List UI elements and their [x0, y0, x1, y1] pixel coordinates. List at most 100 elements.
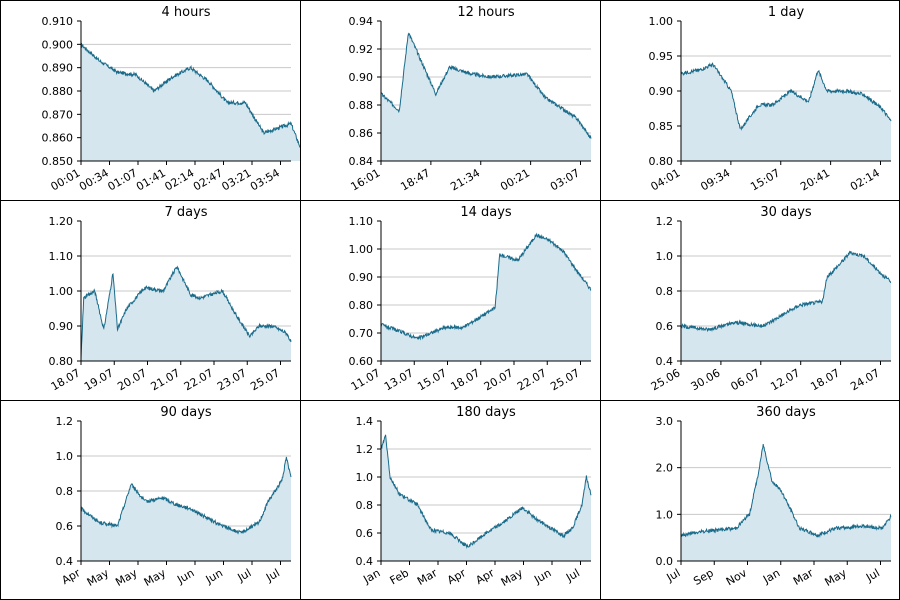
x-tick-label: 21:34: [448, 166, 482, 193]
y-tick-label: 0.60: [349, 355, 374, 368]
chart-title: 360 days: [756, 405, 816, 420]
x-tick-label: 02:14: [163, 166, 197, 193]
x-tick-label: 09:34: [698, 166, 732, 193]
x-tick-label: 25.07: [248, 366, 282, 393]
x-tick-label: 02:14: [848, 166, 882, 193]
chart-panel: 14 days 1.10 1.00 0.90 0.80 0.70 0.60 11.07 13.0…: [300, 200, 601, 401]
y-tick-label: 3.0: [656, 415, 674, 428]
x-tick-label: 03:54: [248, 166, 282, 193]
chart-panel: 4 hours 0.910 0.900 0.890 0.880 0.870 0.860 0.8…: [0, 0, 301, 201]
x-tick-label: Jan: [360, 566, 382, 586]
y-tick-label: 0.90: [49, 320, 74, 333]
y-tick-label: 0.80: [49, 355, 74, 368]
y-tick-label: 0.900: [42, 38, 74, 51]
y-tick-label: 0.88: [349, 99, 374, 112]
y-tick-label: 0.880: [42, 85, 74, 98]
y-tick-label: 0.870: [42, 108, 74, 121]
x-tick-label: 16:01: [349, 166, 383, 193]
y-tick-label: 0.6: [56, 520, 74, 533]
y-tick-label: 1.00: [49, 285, 74, 298]
y-tick-label: 1.0: [656, 508, 674, 521]
y-tick-label: 0.910: [42, 15, 74, 28]
x-tick-label: May: [499, 566, 526, 589]
series-line: [80, 456, 292, 535]
x-tick-label: 18.07: [808, 366, 842, 393]
y-tick-label: 0.890: [42, 62, 74, 75]
series-area: [381, 234, 591, 361]
x-tick-label: 22.07: [182, 366, 216, 393]
y-tick-label: 1.2: [656, 215, 674, 228]
y-tick-label: 0.84: [349, 155, 374, 168]
y-tick-label: 1.10: [49, 250, 74, 263]
y-tick-label: 0.70: [349, 327, 374, 340]
chart-panel: 360 days 3.0 2.0 1.0 0.0 Jul Sep Nov Jan Mar May Ju…: [600, 400, 900, 600]
series-area: [681, 444, 891, 561]
x-tick-label: 00:34: [77, 166, 111, 193]
y-tick-label: 0.92: [349, 43, 374, 56]
series-line: [380, 232, 592, 341]
x-tick-label: 04:01: [649, 166, 683, 193]
y-tick-label: 0.6: [356, 527, 374, 540]
x-tick-label: Apr: [445, 566, 468, 587]
x-tick-label: 20.07: [482, 366, 516, 393]
chart-svg: 30 days 1.2 1.0 0.8 0.6 0.425.06 30.06 06.07 12.…: [649, 205, 892, 393]
y-tick-label: 0.4: [656, 355, 674, 368]
y-tick-label: 0.8: [56, 485, 74, 498]
x-tick-label: Feb: [388, 566, 411, 587]
x-tick-label: May: [823, 566, 850, 589]
series-line: [680, 62, 892, 131]
x-tick-label: Jul: [863, 566, 882, 584]
y-tick-label: 1.0: [56, 450, 74, 463]
chart-panel: 90 days 1.2 1.0 0.8 0.6 0.4 Apr May May May Jun Jun…: [0, 400, 301, 600]
y-tick-label: 0.90: [349, 271, 374, 284]
y-tick-label: 0.86: [349, 127, 374, 140]
x-tick-label: 24.07: [848, 366, 882, 393]
x-tick-label: 30.06: [689, 366, 723, 393]
y-tick-label: 0.860: [42, 132, 74, 145]
x-tick-label: 01:41: [134, 166, 168, 193]
y-tick-label: 0.8: [656, 285, 674, 298]
x-tick-label: 02:47: [191, 166, 225, 193]
y-tick-label: 1.4: [356, 415, 374, 428]
x-tick-label: Jan: [760, 566, 782, 586]
x-tick-label: Jul: [235, 566, 254, 584]
chart-title: 4 hours: [162, 5, 211, 20]
chart-panel: 180 days 1.4 1.2 1.0 0.8 0.6 0.4 Jan Feb Mar Apr Ap…: [300, 400, 601, 600]
x-tick-label: 20.07: [115, 366, 149, 393]
x-tick-label: 25.07: [548, 366, 582, 393]
x-tick-label: 03:07: [548, 166, 582, 193]
series-line: [380, 32, 592, 139]
y-tick-label: 0.90: [649, 85, 674, 98]
y-tick-label: 0.0: [656, 555, 674, 568]
x-tick-label: 18.07: [448, 366, 482, 393]
y-tick-label: 0.90: [349, 71, 374, 84]
series-area: [681, 63, 891, 161]
chart-panel: 30 days 1.2 1.0 0.8 0.6 0.4 25.06 30.06 06.07 12.…: [600, 200, 900, 401]
y-tick-label: 1.2: [56, 415, 74, 428]
chart-title: 30 days: [760, 205, 812, 220]
x-tick-label: 00:01: [49, 166, 83, 193]
y-tick-label: 0.8: [356, 499, 374, 512]
x-tick-label: Jul: [664, 566, 683, 584]
series-area: [81, 266, 291, 361]
y-tick-label: 0.4: [56, 555, 74, 568]
x-tick-label: Jun: [174, 566, 196, 586]
y-tick-label: 1.2: [356, 443, 374, 456]
y-tick-label: 1.20: [49, 215, 74, 228]
chart-title: 7 days: [164, 205, 207, 220]
x-tick-label: Nov: [724, 566, 750, 588]
series-area: [81, 43, 300, 161]
x-tick-label: 20:41: [798, 166, 832, 193]
chart-title: 180 days: [456, 405, 516, 420]
x-tick-label: 13.07: [382, 366, 416, 393]
y-tick-label: 0.80: [649, 155, 674, 168]
x-tick-label: Jul: [563, 566, 582, 584]
series-area: [681, 251, 891, 361]
y-tick-label: 0.4: [356, 555, 374, 568]
